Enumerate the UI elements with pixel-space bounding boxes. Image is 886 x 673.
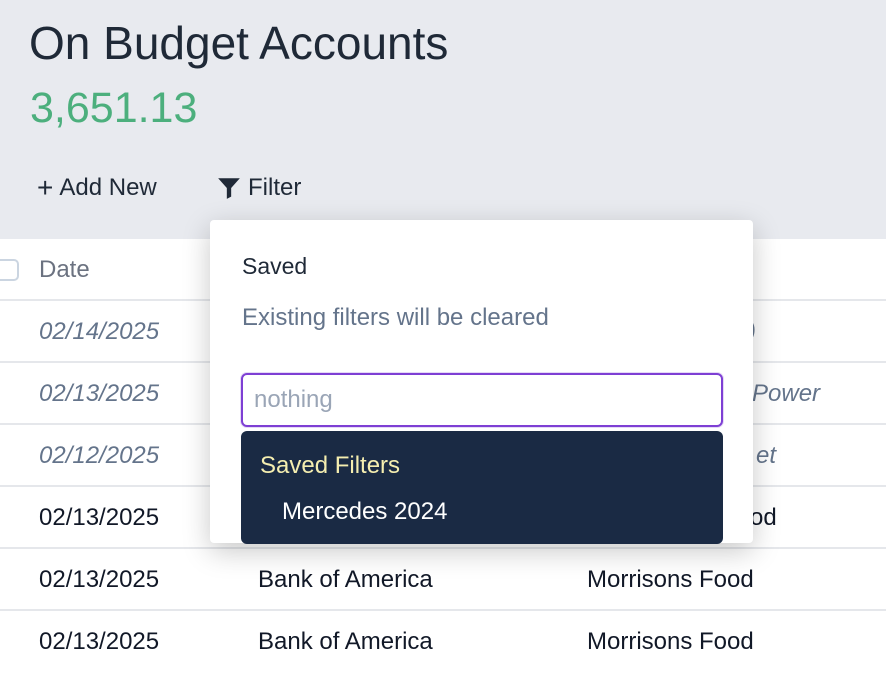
account-balance: 3,651.13 xyxy=(30,84,198,132)
table-row[interactable]: 02/13/2025 Bank of America Morrisons Foo… xyxy=(0,549,886,611)
account-cell: Bank of America xyxy=(258,566,433,593)
account-cell: Bank of America xyxy=(258,628,433,655)
dropdown-item-mercedes-2024[interactable]: Mercedes 2024 xyxy=(282,498,448,525)
add-new-button[interactable]: + Add New xyxy=(37,172,157,203)
payee-cell: Morrisons Food xyxy=(587,566,754,593)
table-row[interactable]: 02/13/2025 od xyxy=(0,487,886,549)
saved-filter-input[interactable] xyxy=(241,373,723,427)
popup-title: Saved xyxy=(242,253,308,279)
date-cell: 02/13/2025 xyxy=(39,380,160,407)
popup-description: Existing filters will be cleared xyxy=(242,304,549,331)
filter-icon xyxy=(218,178,240,199)
payee-cell: Power xyxy=(752,380,821,407)
payee-cell: od xyxy=(750,504,777,531)
page-header: On Budget Accounts 3,651.13 + Add New Fi… xyxy=(0,0,886,239)
date-column-header[interactable]: Date xyxy=(39,256,90,283)
dropdown-group-header: Saved Filters xyxy=(260,452,401,479)
filter-popup: Saved Existing filters will be cleared S… xyxy=(210,220,753,544)
page-title: On Budget Accounts xyxy=(29,17,449,69)
table-row[interactable]: 02/13/2025 Bank of America Morrisons Foo… xyxy=(0,611,886,673)
payee-cell: et xyxy=(756,442,777,469)
date-cell: 02/12/2025 xyxy=(39,442,160,469)
saved-filters-dropdown: Saved Filters Mercedes 2024 xyxy=(241,431,723,544)
date-cell: 02/13/2025 xyxy=(39,628,160,655)
date-cell: 02/14/2025 xyxy=(39,318,160,345)
date-cell: 02/13/2025 xyxy=(39,504,160,531)
select-all-checkbox[interactable] xyxy=(0,259,19,281)
payee-cell: Morrisons Food xyxy=(587,628,754,655)
filter-button[interactable]: Filter xyxy=(216,174,301,202)
plus-icon: + xyxy=(37,172,54,203)
date-cell: 02/13/2025 xyxy=(39,566,160,593)
